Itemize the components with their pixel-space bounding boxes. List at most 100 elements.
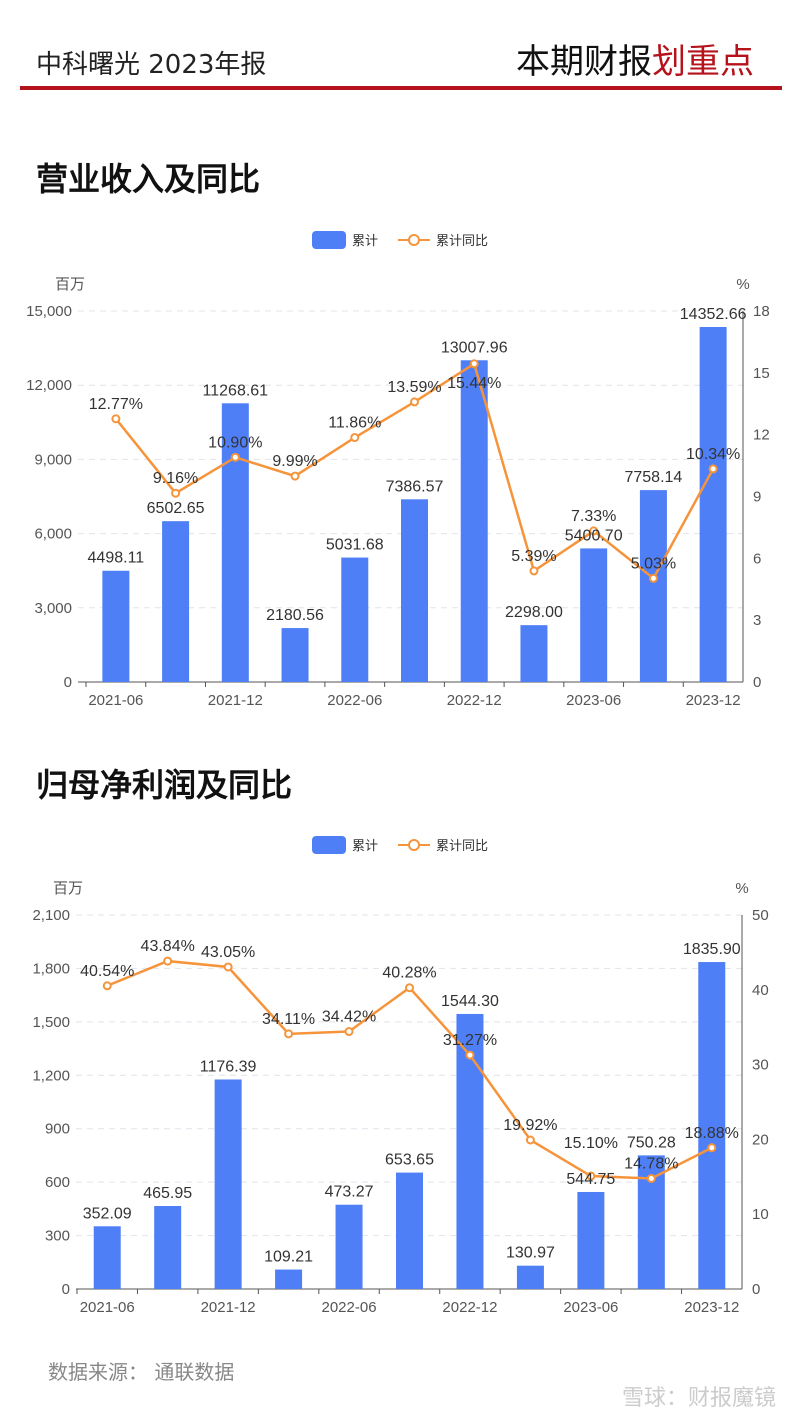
legend-line-marker <box>408 234 420 246</box>
y-left-tick-label: 2,100 <box>32 907 70 924</box>
bar-value-label: 4498.11 <box>88 550 145 567</box>
y-left-tick-label: 3,000 <box>34 600 72 617</box>
bar <box>335 1204 363 1289</box>
yoy-line <box>106 959 713 1180</box>
y-left-tick-label: 300 <box>45 1228 70 1245</box>
yoy-point <box>171 488 181 498</box>
bar <box>698 962 726 1289</box>
yoy-point <box>223 962 233 972</box>
legend-bar-swatch <box>312 231 346 249</box>
bar-value-label: 1176.39 <box>200 1058 257 1075</box>
yoy-point <box>290 471 300 481</box>
x-tick-label: 2021-12 <box>201 1299 256 1316</box>
bar-value-label: 2180.56 <box>266 607 324 624</box>
y-right-tick-label: 18 <box>753 303 770 320</box>
legend-line-label: 累计同比 <box>436 233 488 248</box>
yoy-point <box>163 956 173 966</box>
yoy-point <box>469 359 479 369</box>
bar <box>577 1191 605 1289</box>
yoy-point <box>350 433 360 443</box>
bar-value-label: 6502.65 <box>147 500 205 517</box>
x-tick-label: 2022-12 <box>442 1299 497 1316</box>
y-left-axis-title: 百万 <box>53 880 83 897</box>
highlight-title-accent: 划重点 <box>652 42 754 82</box>
bar <box>281 628 309 682</box>
y-right-tick-label: 0 <box>752 1281 760 1298</box>
y-left-tick-label: 0 <box>62 1281 70 1298</box>
bar <box>396 1172 423 1289</box>
bar <box>460 360 488 682</box>
bar <box>580 548 608 682</box>
x-tick-label: 2023-12 <box>684 1299 739 1316</box>
revenue-section-title: 营业收入及同比 <box>36 160 261 198</box>
y-left-tick-label: 600 <box>45 1174 70 1191</box>
yoy-value-label: 40.54% <box>80 963 134 980</box>
yoy-value-label: 34.11% <box>262 1011 315 1028</box>
x-tick-label: 2021-12 <box>208 692 263 709</box>
y-left-tick-label: 12,000 <box>26 377 72 394</box>
bar-value-label: 653.65 <box>385 1152 434 1169</box>
yoy-value-label: 5.03% <box>631 555 676 572</box>
y-right-tick-label: 9 <box>753 489 761 506</box>
yoy-point <box>405 983 414 993</box>
yoy-value-label: 15.44% <box>447 375 501 392</box>
highlight-title: 本期财报划重点 <box>516 34 754 83</box>
bar-value-label: 5400.70 <box>565 527 623 544</box>
legend-bar-swatch <box>312 836 346 854</box>
bar <box>221 403 249 682</box>
legend-line-marker <box>408 839 420 851</box>
x-tick-label: 2022-12 <box>447 692 502 709</box>
highlight-title-main: 本期财报 <box>516 42 652 82</box>
bar <box>93 1226 121 1289</box>
y-right-tick-label: 3 <box>753 612 761 629</box>
yoy-point <box>344 1027 354 1037</box>
y-right-tick-label: 50 <box>752 907 769 924</box>
y-right-tick-label: 15 <box>753 365 770 382</box>
yoy-value-label: 40.28% <box>382 965 436 982</box>
bar-value-label: 465.95 <box>143 1185 192 1202</box>
bar <box>401 499 428 682</box>
y-right-tick-label: 0 <box>753 674 761 691</box>
yoy-value-label: 11.86% <box>328 415 381 432</box>
bar <box>154 1206 182 1289</box>
y-right-tick-label: 10 <box>752 1206 769 1223</box>
bar-value-label: 544.75 <box>566 1171 615 1188</box>
y-right-tick-label: 12 <box>753 427 770 444</box>
y-left-tick-label: 15,000 <box>26 303 72 320</box>
yoy-point <box>525 1135 535 1145</box>
yoy-value-label: 9.16% <box>153 470 198 487</box>
yoy-value-label: 19.92% <box>503 1117 557 1134</box>
bar <box>456 1013 484 1289</box>
watermark: 雪球：财报魔镜 <box>621 1386 776 1411</box>
bar-value-label: 1544.30 <box>441 993 499 1010</box>
y-right-tick-label: 30 <box>752 1057 769 1074</box>
yoy-value-label: 34.42% <box>322 1009 376 1026</box>
data-source: 数据来源： 通联数据 <box>48 1360 235 1384</box>
yoy-point <box>465 1050 475 1060</box>
report-title: 中科曙光 2023年报 <box>36 50 267 80</box>
bar-value-label: 109.21 <box>264 1249 313 1266</box>
yoy-value-label: 18.88% <box>685 1125 739 1142</box>
bar <box>639 490 667 682</box>
bar-value-label: 7386.57 <box>386 478 444 495</box>
yoy-value-label: 13.59% <box>387 379 441 396</box>
yoy-point <box>284 1029 294 1039</box>
yoy-value-label: 43.05% <box>201 944 255 961</box>
x-tick-label: 2022-06 <box>327 692 382 709</box>
bar <box>162 521 190 682</box>
legend-bar-label: 累计 <box>352 233 378 248</box>
yoy-point <box>589 526 599 536</box>
yoy-point <box>410 397 419 407</box>
yoy-value-label: 31.27% <box>443 1032 497 1049</box>
yoy-value-label: 14.78% <box>624 1155 678 1172</box>
bar-value-label: 5031.68 <box>326 537 384 554</box>
bar-value-label: 1835.90 <box>683 941 741 958</box>
x-tick-label: 2023-06 <box>566 692 621 709</box>
yoy-point <box>111 414 121 424</box>
y-left-tick-label: 900 <box>45 1121 70 1138</box>
bar <box>516 1265 544 1289</box>
y-right-tick-label: 6 <box>753 550 761 567</box>
